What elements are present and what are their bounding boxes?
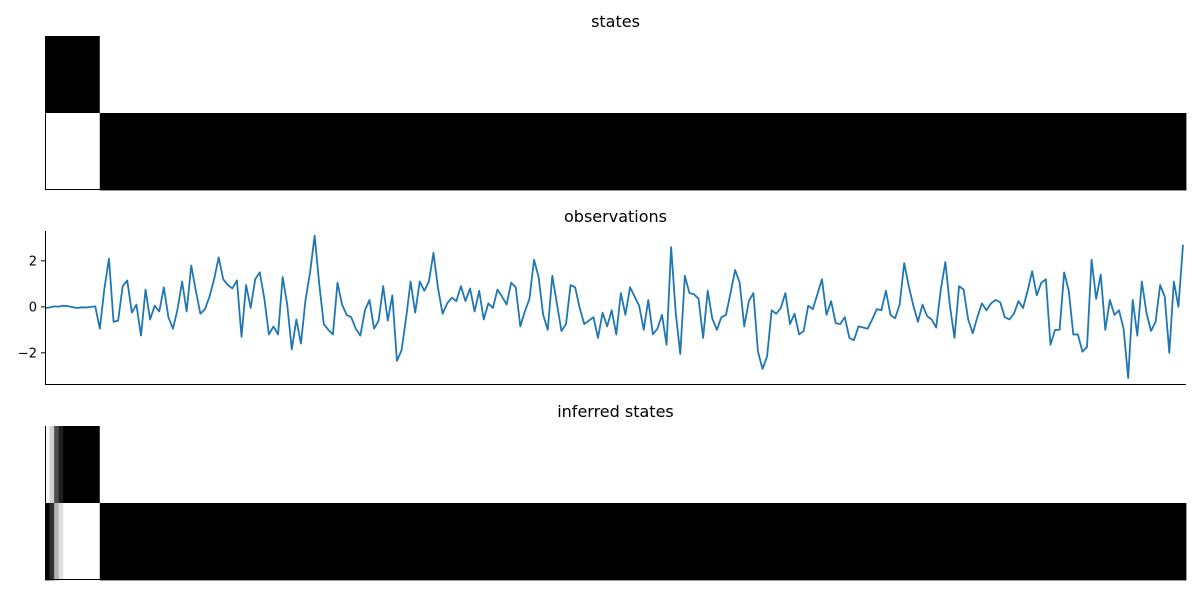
observations-panel: observations 2 0 −2: [18, 207, 1186, 385]
inferred-states-cell-7: [49, 503, 55, 581]
inferred-states-cell-3: [58, 426, 64, 504]
observations-y-axis: 2 0 −2: [18, 254, 45, 361]
states-cell-2: [45, 113, 101, 191]
inferred-states-heatmap: [45, 426, 1187, 581]
observations-series-line: [44, 234, 1184, 379]
states-cell-3: [99, 113, 1187, 191]
inferred-states-cell-10: [63, 503, 101, 581]
inferred-states-cell-11: [99, 503, 1187, 581]
inferred-states-cell-0: [45, 426, 50, 504]
inferred-states-cell-8: [54, 503, 60, 581]
inferred-states-panel: inferred states: [45, 402, 1187, 581]
observations-y-tick-label-2: −2: [18, 346, 37, 361]
inferred-states-cell-4: [63, 426, 101, 504]
states-cell-0: [45, 36, 101, 114]
inferred-states-title: inferred states: [557, 402, 674, 421]
states-panel: states: [45, 12, 1187, 191]
observations-y-tick-label-0: 2: [29, 254, 37, 269]
states-cell-1: [99, 36, 1187, 114]
inferred-states-cell-5: [99, 426, 1187, 504]
states-title: states: [591, 12, 640, 31]
observations-y-tick-label-1: 0: [29, 300, 37, 315]
inferred-states-cell-1: [49, 426, 55, 504]
observations-title: observations: [564, 207, 667, 226]
states-heatmap: [45, 36, 1187, 191]
inferred-states-cell-6: [45, 503, 50, 581]
inferred-states-cell-9: [58, 503, 64, 581]
inferred-states-cell-2: [54, 426, 60, 504]
